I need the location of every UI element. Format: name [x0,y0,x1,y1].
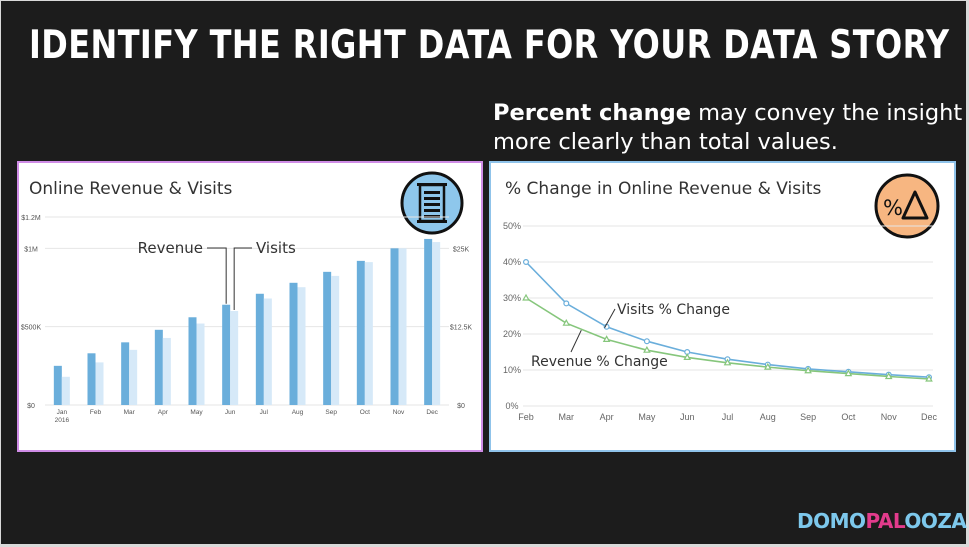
visits-bar [95,362,104,405]
bar-category-sublabel: 2016 [55,417,70,424]
visits-point [643,338,650,345]
revenue-bar [188,317,197,405]
bar-category-label: Feb [90,409,102,416]
visits-bar [61,376,70,405]
left-tick-label: $1.2M [21,215,41,222]
visits-bar [432,242,441,405]
right-tick-label: $25K [453,246,470,253]
visits-point [563,300,570,307]
slide-title: IDENTIFY THE RIGHT DATA FOR YOUR DATA ST… [29,23,950,68]
slide-subtitle: Percent change may convey the insight mo… [493,99,963,157]
line-category-label: Mar [559,412,575,422]
percent-change-chart: % Change in Online Revenue & Visits % 0%… [489,161,956,452]
visits-annotation: Visits % Change [617,302,730,318]
bar-category-label: Jan [57,409,68,416]
revenue-bar [289,282,298,405]
right-tick-label: $0 [457,403,465,410]
visits-annotation-line [604,308,616,329]
percent-delta-icon: % [874,173,940,239]
revenue-bar [53,365,62,405]
revenue-bar [424,238,433,405]
right-tick-label: $12.5K [450,325,473,332]
revenue-point [925,374,933,382]
revenue-point [683,353,692,360]
line-category-label: Dec [921,412,938,422]
y-tick-label: 20% [503,329,521,339]
bar-category-label: Nov [393,409,405,416]
revenue-annotation: Revenue [138,239,203,257]
abacus-icon [400,171,464,235]
bar-category-label: Dec [426,409,438,416]
revenue-point [763,362,772,370]
visits-bar [297,287,306,405]
subtitle-emphasis: Percent change [493,100,691,126]
bar-category-label: Oct [360,409,370,416]
y-tick-label: 40% [503,257,521,267]
left-tick-label: $1M [24,246,38,253]
revenue-visits-chart-svg: Online Revenue & Visits $0 $500K $1M $1.2M $… [21,171,473,424]
bar-category-label: Jul [260,409,269,416]
left-tick-label: $0 [27,403,35,410]
visits-bar [196,323,205,405]
percent-glyph: % [883,196,903,220]
bar-chart-title: Online Revenue & Visits [29,179,233,199]
visits-point [522,258,529,265]
bar-category-label: May [190,409,203,416]
revenue-bar [87,353,96,405]
visits-annotation: Visits [256,239,296,257]
line-category-label: Jun [680,412,695,422]
bar-category-label: Apr [158,409,169,416]
line-category-label: Apr [600,412,614,422]
revenue-point [602,335,611,342]
y-tick-label: 0% [505,401,518,411]
revenue-point [844,369,853,377]
visits-bar [263,298,272,405]
domopalooza-logo: DOMOPALOOZA [797,509,967,533]
revenue-annotation-line [570,329,582,353]
bar-category-label: Sep [325,409,337,416]
bar-category-label: Mar [124,409,136,416]
visits-annotation-line [233,247,252,310]
left-tick-label: $500K [21,325,42,332]
revenue-bar [154,329,163,405]
percent-change-chart-svg: % Change in Online Revenue & Visits % 0%… [503,173,940,422]
revenue-point [723,358,732,366]
visits-bar [398,248,407,405]
line-chart-title: % Change in Online Revenue & Visits [505,179,822,199]
line-category-label: Oct [841,412,856,422]
y-tick-label: 30% [503,293,521,303]
line-category-label: Aug [760,412,776,422]
revenue-bar [255,293,264,405]
visits-bar [230,311,239,405]
revenue-point [804,366,812,374]
visits-bar [162,337,171,405]
revenue-bar [390,248,399,405]
visits-bar [331,275,340,405]
line-category-label: Jul [722,412,734,422]
bar-category-label: Jun [225,409,236,416]
subtitle-text: may convey the insight more clearly than… [493,100,963,155]
visits-bar [129,349,138,405]
revenue-point [562,318,571,326]
visits-bar [364,262,373,405]
revenue-point [522,293,530,301]
revenue-visits-chart: Online Revenue & Visits $0 $500K $1M $1.2M $… [17,161,483,452]
revenue-bar [356,260,365,405]
revenue-point [643,345,651,353]
bar-category-label: Aug [292,409,304,416]
line-category-label: Nov [881,412,898,422]
line-category-label: Feb [518,412,534,422]
revenue-bar [222,304,231,405]
line-category-label: May [638,412,656,422]
revenue-bar [121,342,130,405]
revenue-bar [323,271,332,405]
line-category-label: Sep [800,412,816,422]
revenue-point [884,372,893,380]
y-tick-label: 50% [503,221,521,231]
revenue-annotation: Revenue % Change [531,354,668,370]
revenue-annotation-line [207,247,227,304]
y-tick-label: 10% [503,365,521,375]
